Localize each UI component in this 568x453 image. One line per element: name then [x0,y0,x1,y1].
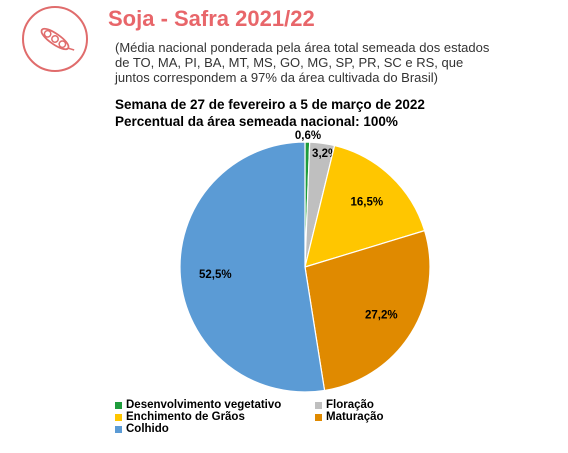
chart-title: Semana de 27 de fevereiro a 5 de março d… [115,97,425,112]
data-label-colhido: 52,5% [199,269,232,281]
logo [22,6,88,72]
data-label-maturacao: 27,2% [365,310,398,322]
subtitle-line: juntos correspondem a 97% da área cultiv… [115,70,439,85]
data-label-desenvolvimento-vegetativo: 0,6% [295,130,321,142]
legend-swatch [315,413,322,421]
page-title: Soja - Safra 2021/22 [108,6,315,31]
legend-swatch [115,401,122,409]
pie-slice-enchimento-de-graos [304,144,426,268]
subtitle-line: (Média nacional ponderada pela área tota… [115,40,490,55]
legend-swatch [315,401,322,409]
legend-item-floracao: Floração [315,399,374,411]
subtitle-line: de TO, MA, PI, BA, MT, MS, GO, MG, SP, P… [115,55,464,70]
legend-item-desenvolvimento-vegetativo: Desenvolvimento vegetativo [115,399,281,411]
legend-label: Desenvolvimento vegetativo [126,399,282,411]
legend-swatch [115,425,122,433]
legend-label: Enchimento de Grãos [126,411,245,423]
legend-item-enchimento-de-graos: Enchimento de Grãos [115,411,245,423]
legend-item-maturacao: Maturação [315,411,384,423]
pie-slice-maturacao [304,229,431,392]
subtitle: (Média nacional ponderada pela área tota… [115,40,555,85]
chart-subtitle: Percentual da área semeada nacional: 100… [115,114,398,129]
legend-swatch [115,413,122,421]
pie-slice-colhido [179,141,326,393]
legend-label: Colhido [126,423,169,435]
legend-item-colhido: Colhido [115,423,169,435]
legend-label: Maturação [326,411,384,423]
data-label-enchimento-de-graos: 16,5% [351,197,384,209]
legend-label: Floração [326,399,374,411]
soybean-pod-icon [40,27,75,51]
